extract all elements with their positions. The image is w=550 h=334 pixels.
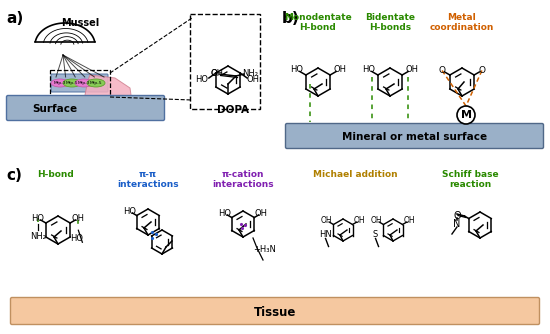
Text: O: O bbox=[211, 69, 217, 78]
Text: Schiff base
reaction: Schiff base reaction bbox=[442, 170, 498, 189]
Text: DOPA: DOPA bbox=[217, 105, 249, 115]
Text: OH: OH bbox=[246, 75, 260, 85]
Text: OH: OH bbox=[404, 216, 415, 225]
Text: Monodentate
H-bond: Monodentate H-bond bbox=[284, 13, 352, 32]
FancyBboxPatch shape bbox=[10, 298, 540, 325]
Text: O: O bbox=[453, 211, 461, 221]
Text: OH: OH bbox=[354, 216, 365, 225]
Text: Mineral or metal surface: Mineral or metal surface bbox=[343, 132, 487, 142]
Text: Metal
coordination: Metal coordination bbox=[430, 13, 494, 32]
Text: M: M bbox=[460, 110, 471, 120]
Polygon shape bbox=[85, 75, 132, 115]
Text: NH₂: NH₂ bbox=[242, 69, 258, 78]
FancyBboxPatch shape bbox=[285, 124, 543, 149]
Ellipse shape bbox=[51, 79, 69, 87]
Text: HO: HO bbox=[195, 75, 208, 85]
Text: a): a) bbox=[6, 11, 23, 26]
Text: S: S bbox=[373, 230, 378, 239]
Text: OH: OH bbox=[72, 214, 85, 223]
Text: OH: OH bbox=[255, 209, 268, 218]
Text: c): c) bbox=[6, 168, 22, 183]
Text: Mfp-3: Mfp-3 bbox=[78, 81, 90, 85]
Text: HO: HO bbox=[31, 214, 44, 223]
Text: OH: OH bbox=[211, 69, 223, 78]
Text: HO: HO bbox=[70, 234, 83, 243]
Text: π-π
interactions: π-π interactions bbox=[117, 170, 179, 189]
Text: O: O bbox=[478, 66, 486, 75]
Text: OH: OH bbox=[371, 216, 382, 225]
Text: Mfp-5: Mfp-5 bbox=[90, 81, 102, 85]
Text: OH: OH bbox=[321, 216, 332, 225]
Text: +H₃N: +H₃N bbox=[254, 245, 277, 255]
Text: b): b) bbox=[282, 11, 300, 26]
Text: H-bond: H-bond bbox=[37, 170, 73, 179]
Text: HO: HO bbox=[362, 65, 375, 74]
Bar bbox=[190, 14, 260, 109]
Text: π-cation
interactions: π-cation interactions bbox=[212, 170, 274, 189]
Text: N: N bbox=[453, 219, 461, 229]
FancyBboxPatch shape bbox=[51, 74, 108, 92]
Text: OH: OH bbox=[333, 65, 346, 74]
Bar bbox=[50, 70, 110, 98]
Text: Michael addition: Michael addition bbox=[313, 170, 397, 179]
Circle shape bbox=[457, 106, 475, 124]
Text: Surface: Surface bbox=[32, 104, 77, 114]
Text: Mussel: Mussel bbox=[61, 18, 99, 28]
Ellipse shape bbox=[75, 79, 93, 87]
Text: OH: OH bbox=[405, 65, 418, 74]
Text: Tissue: Tissue bbox=[254, 306, 296, 319]
Text: HO: HO bbox=[290, 65, 303, 74]
Text: HO: HO bbox=[218, 209, 232, 218]
FancyBboxPatch shape bbox=[7, 96, 164, 121]
Text: HO: HO bbox=[123, 207, 136, 216]
Text: HN: HN bbox=[319, 230, 332, 239]
Ellipse shape bbox=[63, 79, 81, 87]
Text: Bidentate
H-bonds: Bidentate H-bonds bbox=[365, 13, 415, 32]
Text: Mfp-5: Mfp-5 bbox=[65, 81, 78, 85]
Text: Mfp-3: Mfp-3 bbox=[54, 81, 66, 85]
Ellipse shape bbox=[87, 79, 105, 87]
Text: NH₂: NH₂ bbox=[30, 232, 46, 241]
Text: O: O bbox=[438, 66, 446, 75]
